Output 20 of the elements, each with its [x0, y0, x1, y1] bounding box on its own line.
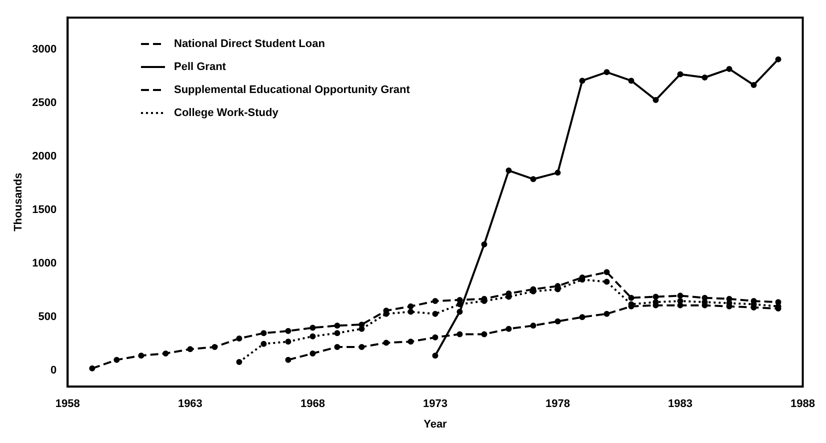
x-tick-label: 1978 — [545, 398, 570, 410]
y-tick-label: 3000 — [32, 44, 57, 56]
legend-label: College Work-Study — [174, 107, 278, 119]
x-tick-label: 1988 — [790, 398, 816, 410]
y-tick-label: 2500 — [32, 97, 57, 110]
x-tick-label: 1958 — [55, 398, 80, 410]
y-tick-label: 0 — [50, 364, 57, 377]
legend-label: National Direct Student Loan — [174, 38, 325, 50]
y-axis-title: Thousands — [12, 172, 25, 232]
legend-label: Pell Grant — [174, 61, 226, 73]
y-tick-label: 1500 — [32, 204, 57, 216]
x-tick-label: 1968 — [300, 398, 325, 410]
y-tick-label: 500 — [38, 311, 57, 324]
x-tick-label: 1973 — [422, 398, 448, 410]
legend-label: Supplemental Educational Opportunity Grant — [174, 84, 410, 96]
x-axis-title: Year — [424, 418, 448, 430]
x-tick-label: 1983 — [668, 398, 692, 410]
y-tick-label: 1000 — [32, 258, 57, 270]
y-tick-label: 2000 — [32, 150, 57, 163]
x-tick-label: 1963 — [178, 398, 202, 410]
